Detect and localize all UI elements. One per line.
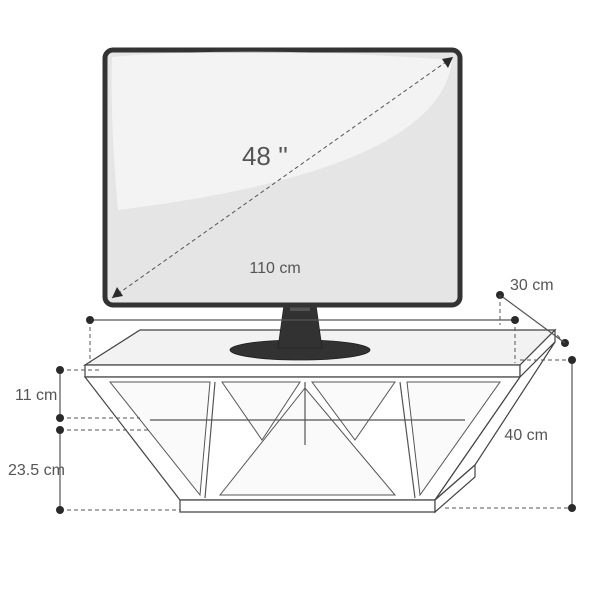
dim-shelf-dot-b — [56, 414, 64, 422]
dim-height-dot-t — [568, 356, 576, 364]
dim-clr-label: 23.5 cm — [8, 462, 65, 479]
dim-height-dot-b — [568, 504, 576, 512]
diag-label: 48 '' — [242, 141, 288, 171]
furniture-dimension-diagram: 48 '' 110 cm 30 cm 40 cm 11 cm — [0, 0, 600, 600]
dim-clr-dot-b — [56, 506, 64, 514]
dim-depth-ext-2 — [555, 333, 565, 343]
dim-depth-label: 30 cm — [510, 277, 554, 294]
dim-height-label: 40 cm — [504, 427, 548, 444]
stand-top-front-edge — [85, 365, 520, 377]
stand-base-front — [180, 500, 435, 512]
void-1 — [110, 382, 210, 495]
dim-width-label: 110 cm — [249, 260, 300, 277]
dim-clr-dot-t — [56, 426, 64, 434]
dim-width-dot-l — [86, 316, 94, 324]
dim-shelf-dot-t — [56, 366, 64, 374]
dim-shelf-label: 11 cm — [15, 387, 57, 404]
dim-width-dot-r — [511, 316, 519, 324]
